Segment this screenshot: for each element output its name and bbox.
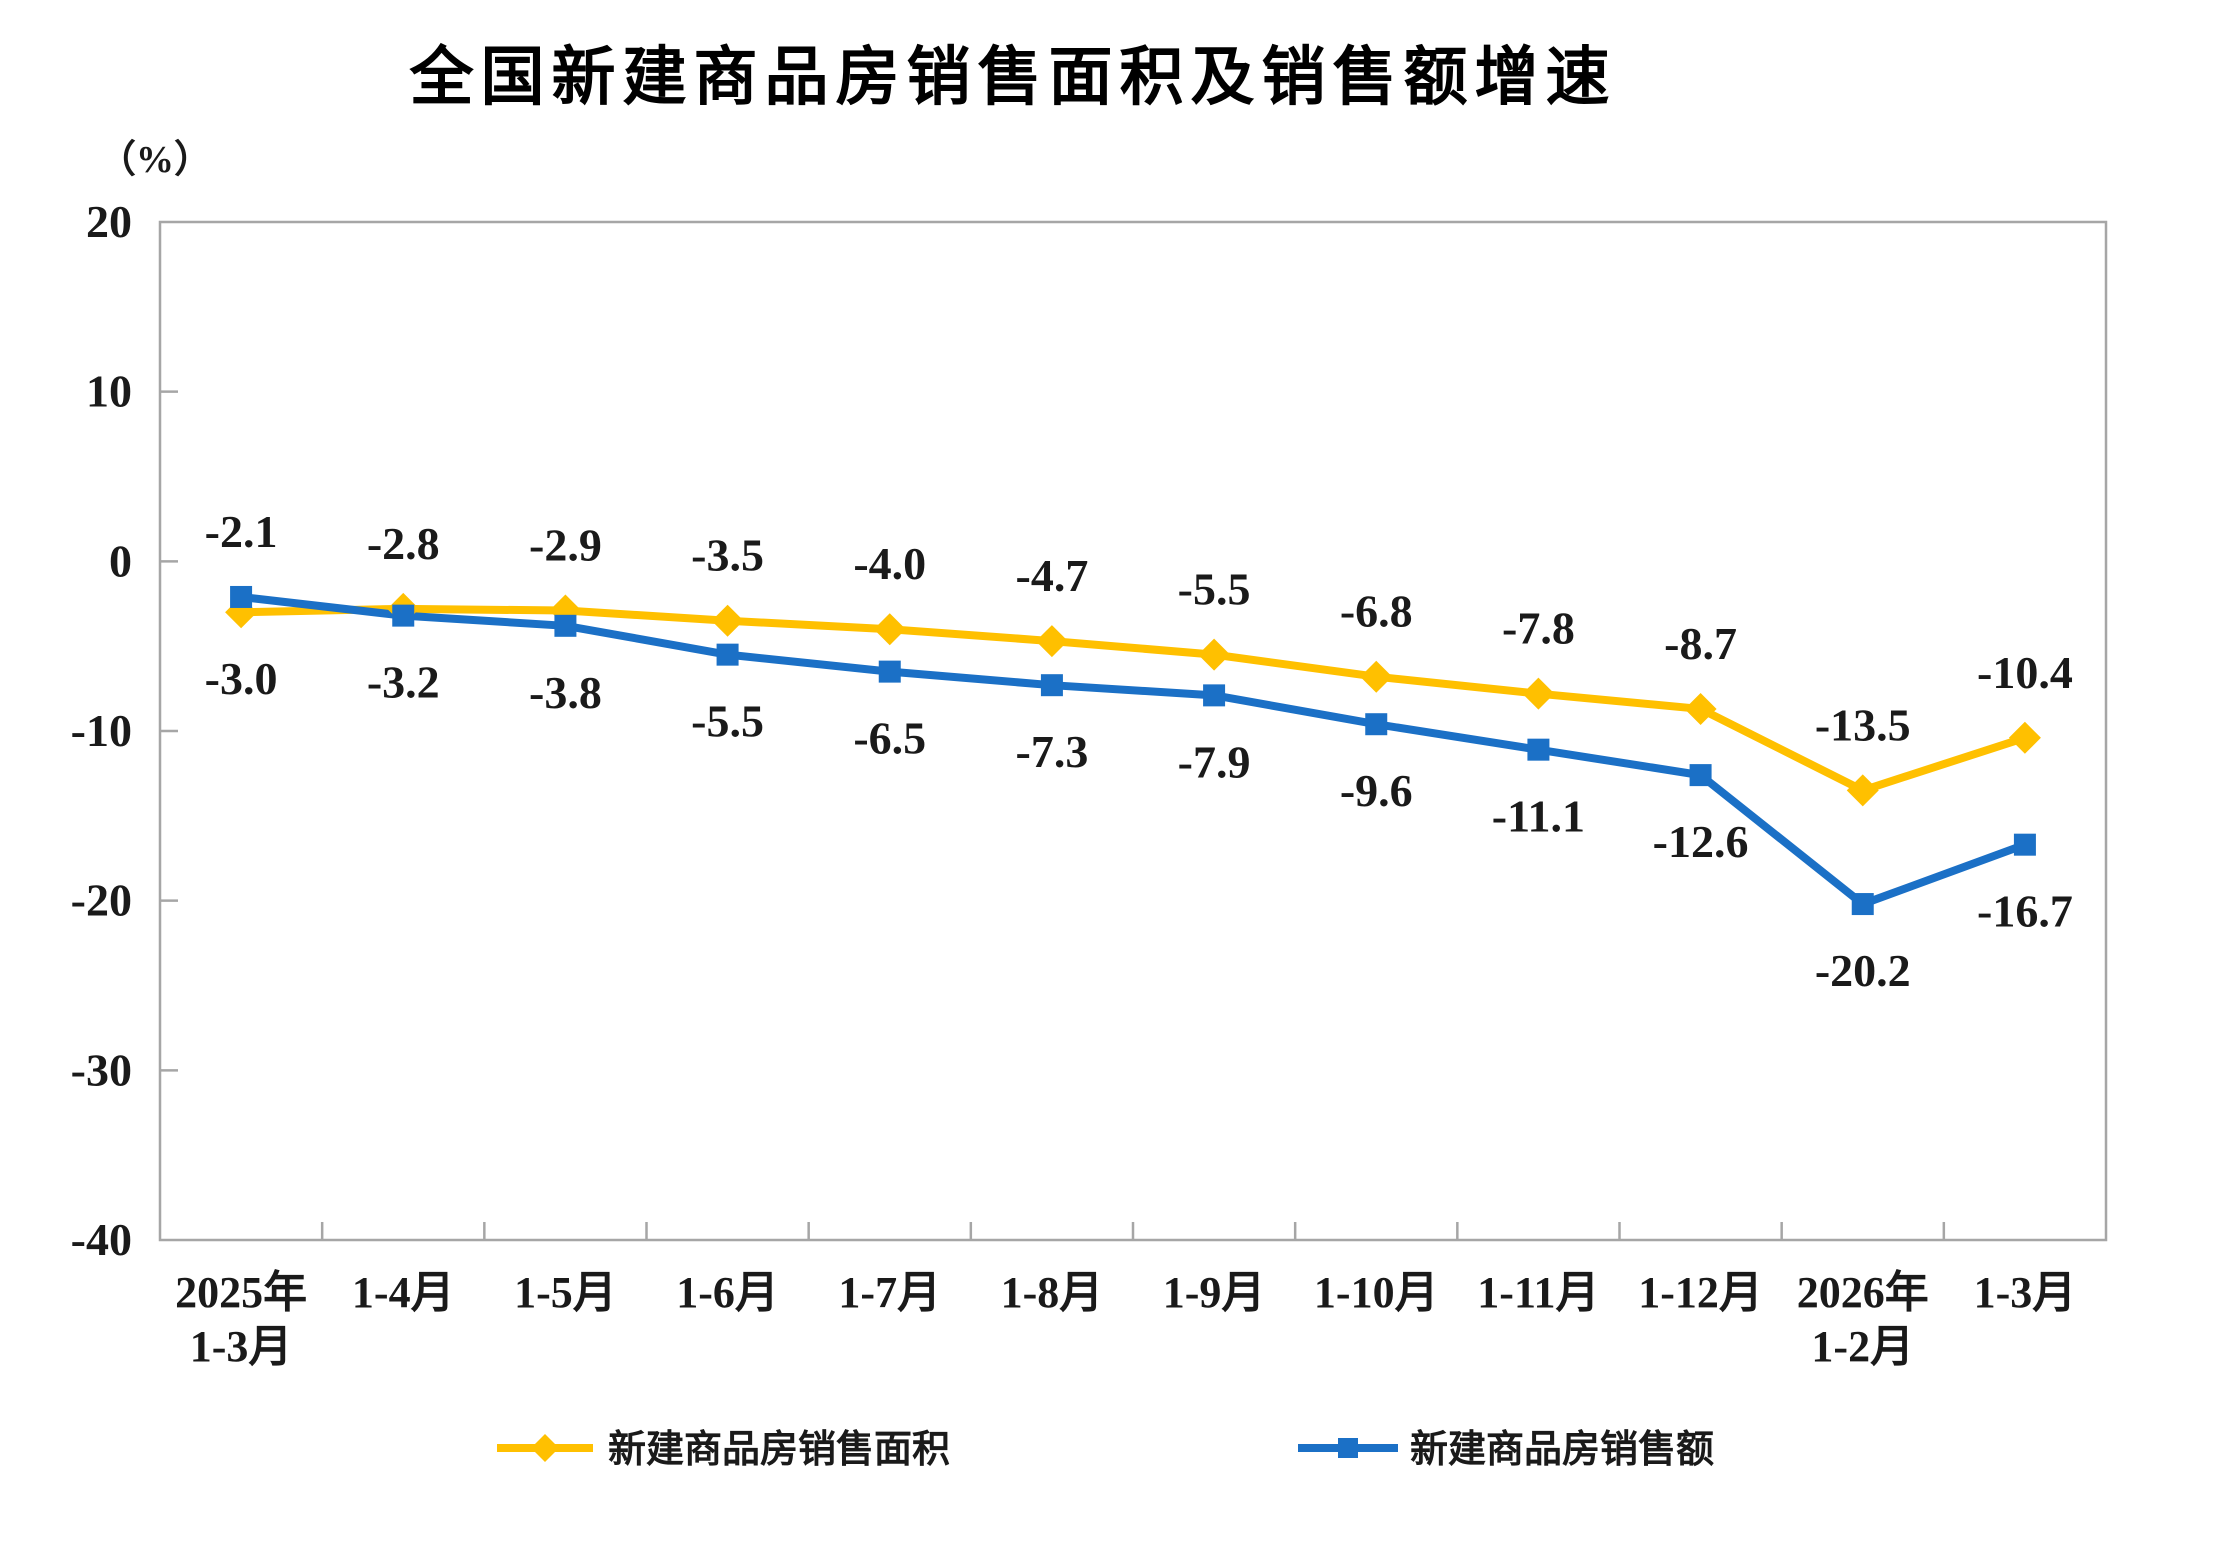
data-label-sales-area: -5.5 [1178, 564, 1251, 615]
x-axis-tick-label: 1-7月 [838, 1268, 941, 1317]
data-label-sales-value: -7.9 [1178, 736, 1251, 787]
square-marker-sales-value [1689, 764, 1712, 787]
data-label-sales-area: -10.4 [1977, 647, 2073, 698]
data-label-sales-value: -7.3 [1016, 726, 1089, 777]
legend-square-marker [1338, 1438, 1358, 1458]
diamond-marker-sales-area [1035, 625, 1068, 658]
chart-title: 全国新建商品房销售面积及销售额增速 [409, 41, 1617, 113]
x-axis-tick-label: 1-8月 [1001, 1268, 1104, 1317]
legend-label-sales-area: 新建商品房销售面积 [608, 1429, 950, 1471]
square-marker-sales-value [554, 614, 577, 637]
diamond-marker-sales-area [1846, 774, 1879, 807]
square-marker-sales-value [1365, 713, 1388, 736]
diamond-marker-sales-area [1360, 660, 1393, 693]
square-marker-sales-value [1851, 893, 1874, 916]
x-axis-tick-label: 1-12月 [1638, 1268, 1763, 1317]
y-axis-unit-label: （%） [98, 139, 212, 181]
square-marker-sales-value [1040, 674, 1063, 697]
legend-label-sales-value: 新建商品房销售额 [1410, 1429, 1714, 1471]
diamond-marker-sales-area [1522, 677, 1555, 710]
y-axis-tick-label: 10 [86, 366, 132, 417]
x-axis-tick-label: 1-3月 [190, 1322, 293, 1371]
diamond-marker-sales-area [2008, 721, 2041, 754]
y-axis-tick-label: 0 [109, 535, 132, 586]
y-axis-tick-label: -30 [71, 1044, 132, 1095]
data-label-sales-value: -9.6 [1340, 765, 1413, 816]
x-axis-tick-label: 2026年 [1797, 1268, 1929, 1317]
data-label-sales-area: -4.0 [853, 538, 926, 589]
square-marker-sales-value [878, 660, 901, 683]
data-label-sales-area: -13.5 [1815, 699, 1911, 750]
y-axis-tick-label: -10 [71, 705, 132, 756]
data-label-sales-value: -5.5 [691, 696, 764, 747]
data-label-sales-value: -2.1 [205, 506, 278, 557]
data-label-sales-value: -3.8 [529, 667, 602, 718]
square-marker-sales-value [2013, 833, 2036, 856]
y-axis-tick-label: -40 [71, 1214, 132, 1265]
data-label-sales-area: -3.5 [691, 530, 764, 581]
data-label-sales-value: -6.5 [853, 713, 926, 764]
x-axis-tick-label: 1-10月 [1314, 1268, 1439, 1317]
data-label-sales-area: -7.8 [1502, 603, 1575, 654]
diamond-marker-sales-area [1198, 638, 1231, 671]
series-line-sales-value [237, 592, 2029, 909]
square-marker-sales-value [1203, 684, 1226, 707]
legend-diamond-marker [531, 1434, 559, 1462]
data-label-sales-value: -11.1 [1492, 791, 1585, 842]
data-label-sales-value: -12.6 [1653, 816, 1749, 867]
data-label-sales-value: -3.2 [367, 657, 440, 708]
y-axis-tick-label: -20 [71, 875, 132, 926]
y-axis-tick-label: 20 [86, 196, 132, 247]
x-axis-tick-label: 1-4月 [352, 1268, 455, 1317]
data-label-sales-area: -8.7 [1664, 618, 1737, 669]
diamond-marker-sales-area [1684, 692, 1717, 725]
x-axis-tick-label: 1-3月 [1974, 1268, 2077, 1317]
x-axis-tick-label: 1-5月 [514, 1268, 617, 1317]
data-label-sales-area: -4.7 [1016, 550, 1089, 601]
square-marker-sales-value [392, 604, 415, 627]
square-marker-sales-value [1527, 738, 1550, 761]
diamond-marker-sales-area [711, 604, 744, 637]
data-label-sales-area: -2.8 [367, 518, 440, 569]
data-label-sales-area: -6.8 [1340, 586, 1413, 637]
diamond-marker-sales-area [873, 613, 906, 646]
x-axis-tick-label: 2025年 [175, 1268, 307, 1317]
series-line-sales-area [237, 604, 2029, 795]
x-axis-tick-label: 1-11月 [1477, 1268, 1599, 1317]
x-axis-tick-label: 1-2月 [1811, 1322, 1914, 1371]
data-label-sales-value: -16.7 [1977, 886, 2073, 937]
square-marker-sales-value [716, 643, 739, 666]
x-axis-tick-label: 1-9月 [1163, 1268, 1266, 1317]
data-label-sales-area: -3.0 [205, 653, 278, 704]
square-marker-sales-value [230, 585, 253, 608]
data-label-sales-area: -2.9 [529, 520, 602, 571]
data-label-sales-value: -20.2 [1815, 945, 1911, 996]
x-axis-tick-label: 1-6月 [676, 1268, 779, 1317]
